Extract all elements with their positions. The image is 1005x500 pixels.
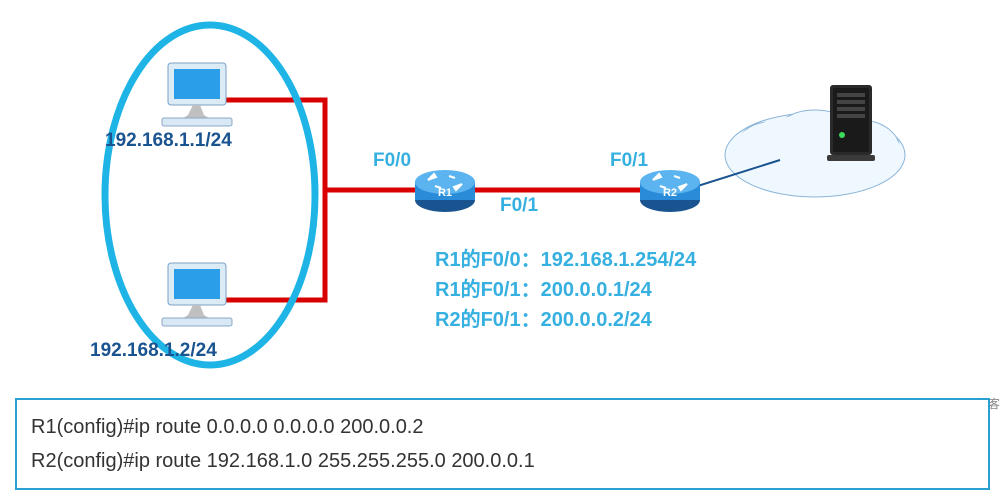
route-line-2: R2(config)#ip route 192.168.1.0 255.255.… xyxy=(31,444,974,478)
route-line-1: R1(config)#ip route 0.0.0.0 0.0.0.0 200.… xyxy=(31,410,974,444)
pc1-ip-label: 192.168.1.1/24 xyxy=(105,130,232,152)
network-diagram: R1 R2 192.168.1.1/24 192.168.1.2/24 xyxy=(0,0,1005,400)
pc1-icon xyxy=(162,63,232,126)
config-line-1: R1的F0/0：192.168.1.254/24 xyxy=(435,245,696,275)
route-config-box: R1(config)#ip route 0.0.0.0 0.0.0.0 200.… xyxy=(15,398,990,490)
cloud-shape xyxy=(725,110,905,197)
r1-f01-label: F0/1 xyxy=(500,195,538,217)
config-line-3: R2的F0/1：200.0.0.2/24 xyxy=(435,305,696,335)
config-line-2: R1的F0/1：200.0.0.1/24 xyxy=(435,275,696,305)
svg-text:R1: R1 xyxy=(438,187,452,199)
pc2-ip-label: 192.168.1.2/24 xyxy=(90,340,217,362)
pc2-icon xyxy=(162,263,232,326)
router-r2-icon: R2 xyxy=(640,170,700,212)
r1-f00-label: F0/0 xyxy=(373,150,411,172)
interface-config-list: R1的F0/0：192.168.1.254/24 R1的F0/1：200.0.0… xyxy=(435,245,696,335)
server-icon xyxy=(827,85,875,161)
r2-f01-label: F0/1 xyxy=(610,150,648,172)
router-r1-icon: R1 xyxy=(415,170,475,212)
svg-text:R2: R2 xyxy=(663,187,677,199)
